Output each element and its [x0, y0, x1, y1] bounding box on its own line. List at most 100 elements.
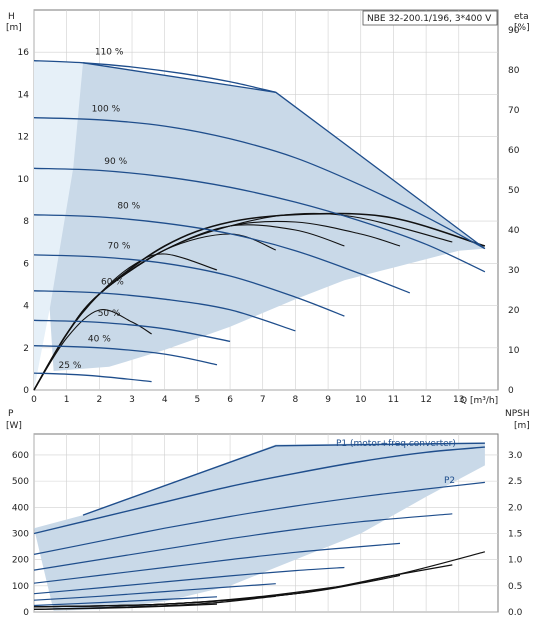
- y2-tick-label: 60: [508, 146, 520, 156]
- speed-label: 100 %: [92, 104, 121, 114]
- power-npsh-chart: 0 100 200 300 400 500 600 0.0 0.5 1.0 1.5 2.0 2.5 3.0…: [6, 409, 530, 618]
- npsh-curves: [33, 551, 486, 610]
- y2-tick-label: 40: [508, 226, 520, 236]
- power-curves: [33, 442, 485, 610]
- speed-curve: [33, 372, 152, 383]
- x-tick-label: 0: [31, 395, 37, 405]
- power-curve: [33, 566, 345, 595]
- power-operating-area: [34, 442, 485, 611]
- npsh-curve: [33, 603, 218, 610]
- speed-label: 70 %: [108, 242, 131, 252]
- speed-label: 40 %: [88, 335, 111, 345]
- speed-curve: [33, 60, 276, 93]
- p-tick-label: 500: [12, 477, 29, 487]
- y2-tick-label: 0: [508, 386, 514, 396]
- y2-tick-label: 70: [508, 106, 520, 116]
- y-tick-label: 0: [23, 386, 29, 396]
- x-tick-label: 1: [64, 395, 70, 405]
- y-tick-label: 8: [23, 217, 29, 227]
- head-operating-area: [34, 60, 485, 371]
- p-axis-unit: [W]: [6, 421, 22, 431]
- y2-tick-label: 50: [508, 186, 520, 196]
- x-tick-label: 11: [388, 395, 399, 405]
- speed-curve: [33, 117, 486, 250]
- speed-labels: 110 % 100 % 90 % 80 % 70 % 60 % 50 % 40 % 25 %: [59, 47, 141, 371]
- speed-curve: [33, 345, 218, 366]
- speed-label: 60 %: [101, 278, 124, 288]
- y-axis-unit: [m]: [6, 23, 22, 33]
- y2-tick-label: 10: [508, 346, 520, 356]
- x-tick-label: 13: [453, 395, 464, 405]
- y2-axis-name: eta: [514, 12, 529, 22]
- p-tick-label: 400: [12, 503, 29, 513]
- speed-curve: [33, 214, 411, 294]
- y2-tick-label: 90: [508, 26, 520, 36]
- x-tick-label: 5: [195, 395, 201, 405]
- power-curve: [33, 596, 218, 607]
- y-tick-label: 10: [18, 175, 30, 185]
- power-curve: [82, 442, 485, 516]
- speed-label: 110 %: [95, 47, 124, 57]
- npsh-tick-label: 1.5: [508, 529, 522, 539]
- head-low-flow-area: [34, 60, 83, 390]
- p-tick-label: 300: [12, 529, 29, 539]
- y2-tick-label: 30: [508, 266, 520, 276]
- npsh-tick-label: 2.0: [508, 503, 523, 513]
- y-tick-label: 2: [23, 344, 29, 354]
- npsh-tick-label: 1.0: [508, 556, 523, 566]
- y2-tick-label: 80: [508, 66, 520, 76]
- x-tick-label: 10: [355, 395, 367, 405]
- npsh-tick-label: 0.5: [508, 582, 522, 592]
- top-axis-ticks: 0 1 2 3 4 5 6 7 8 9 10 11 12 130246810121416010203040…: [18, 26, 520, 405]
- y-tick-label: 6: [23, 259, 29, 269]
- p1-series-label: P1 (motor+freq.converter): [336, 439, 456, 449]
- p-tick-label: 100: [12, 582, 29, 592]
- speed-curve: [33, 254, 345, 317]
- p-tick-label: 200: [12, 556, 29, 566]
- y2-tick-label: 20: [508, 306, 520, 316]
- x-tick-label: 6: [227, 395, 233, 405]
- p-tick-label: 0: [23, 608, 29, 618]
- power-curve: [33, 542, 401, 584]
- power-curve: [33, 481, 485, 555]
- bottom-axis-ticks: 0 100 200 300 400 500 600 0.0 0.5 1.0 1.5 2.0 2.5 3.0: [12, 451, 523, 618]
- power-curve: [33, 446, 485, 535]
- x-tick-label: 4: [162, 395, 168, 405]
- p2-series-label: P2: [444, 476, 455, 486]
- p-tick-label: 600: [12, 451, 29, 461]
- y-tick-label: 16: [18, 48, 30, 58]
- speed-label: 90 %: [104, 157, 127, 167]
- chart-title: NBE 32-200.1/196, 3*400 V: [367, 14, 492, 24]
- max-curve-edge: [82, 62, 486, 250]
- x-tick-label: 2: [96, 395, 102, 405]
- speed-curve: [33, 290, 296, 332]
- npsh-axis-unit: [m]: [514, 421, 530, 431]
- y2-axis-unit: [%]: [514, 23, 530, 33]
- npsh-tick-label: 0.0: [508, 608, 523, 618]
- y-tick-label: 12: [18, 133, 29, 143]
- x-tick-label: 12: [420, 395, 431, 405]
- p-axis-name: P: [8, 409, 14, 419]
- power-curve: [33, 583, 276, 601]
- npsh-axis-name: NPSH: [505, 409, 530, 419]
- y-tick-label: 4: [23, 302, 29, 312]
- npsh-curve: [33, 585, 345, 608]
- efficiency-curve: [33, 253, 218, 391]
- x-tick-label: 7: [260, 395, 266, 405]
- speed-label: 50 %: [98, 309, 121, 319]
- x-tick-label: 8: [293, 395, 299, 405]
- speed-curve: [33, 319, 231, 343]
- x-axis-label: Q [m³/h]: [460, 396, 498, 406]
- speed-label: 25 %: [59, 361, 82, 371]
- speed-curve: [33, 167, 486, 273]
- speed-curves: [33, 60, 486, 383]
- npsh-tick-label: 3.0: [508, 451, 523, 461]
- y-axis-name: H: [8, 12, 15, 22]
- x-tick-label: 9: [325, 395, 331, 405]
- head-efficiency-chart: 0 1 2 3 4 5 6 7 8 9 10 11 12 130246810121416010203040…: [6, 9, 530, 406]
- speed-label: 80 %: [117, 202, 140, 212]
- title-box: [362, 10, 498, 26]
- npsh-tick-label: 2.5: [508, 477, 522, 487]
- y-tick-label: 14: [18, 90, 30, 100]
